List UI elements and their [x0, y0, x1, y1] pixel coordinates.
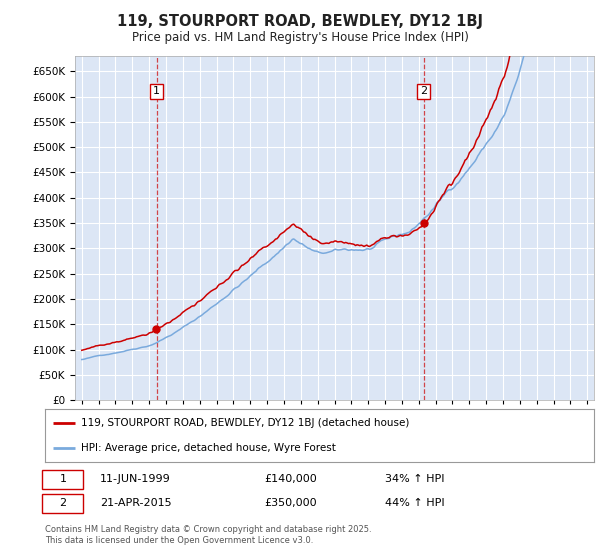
- Text: 21-APR-2015: 21-APR-2015: [100, 498, 172, 508]
- Text: 119, STOURPORT ROAD, BEWDLEY, DY12 1BJ (detached house): 119, STOURPORT ROAD, BEWDLEY, DY12 1BJ (…: [80, 418, 409, 428]
- Text: 119, STOURPORT ROAD, BEWDLEY, DY12 1BJ: 119, STOURPORT ROAD, BEWDLEY, DY12 1BJ: [117, 14, 483, 29]
- FancyBboxPatch shape: [42, 470, 83, 488]
- Text: Contains HM Land Registry data © Crown copyright and database right 2025.
This d: Contains HM Land Registry data © Crown c…: [45, 525, 371, 545]
- Text: 34% ↑ HPI: 34% ↑ HPI: [385, 474, 445, 484]
- Text: 11-JUN-1999: 11-JUN-1999: [100, 474, 170, 484]
- FancyBboxPatch shape: [42, 494, 83, 512]
- Text: £140,000: £140,000: [265, 474, 317, 484]
- Text: 1: 1: [153, 86, 160, 96]
- Text: £350,000: £350,000: [265, 498, 317, 508]
- Text: 2: 2: [420, 86, 427, 96]
- Text: Price paid vs. HM Land Registry's House Price Index (HPI): Price paid vs. HM Land Registry's House …: [131, 31, 469, 44]
- Text: 44% ↑ HPI: 44% ↑ HPI: [385, 498, 445, 508]
- Text: HPI: Average price, detached house, Wyre Forest: HPI: Average price, detached house, Wyre…: [80, 442, 335, 452]
- Text: 1: 1: [59, 474, 67, 484]
- Text: 2: 2: [59, 498, 67, 508]
